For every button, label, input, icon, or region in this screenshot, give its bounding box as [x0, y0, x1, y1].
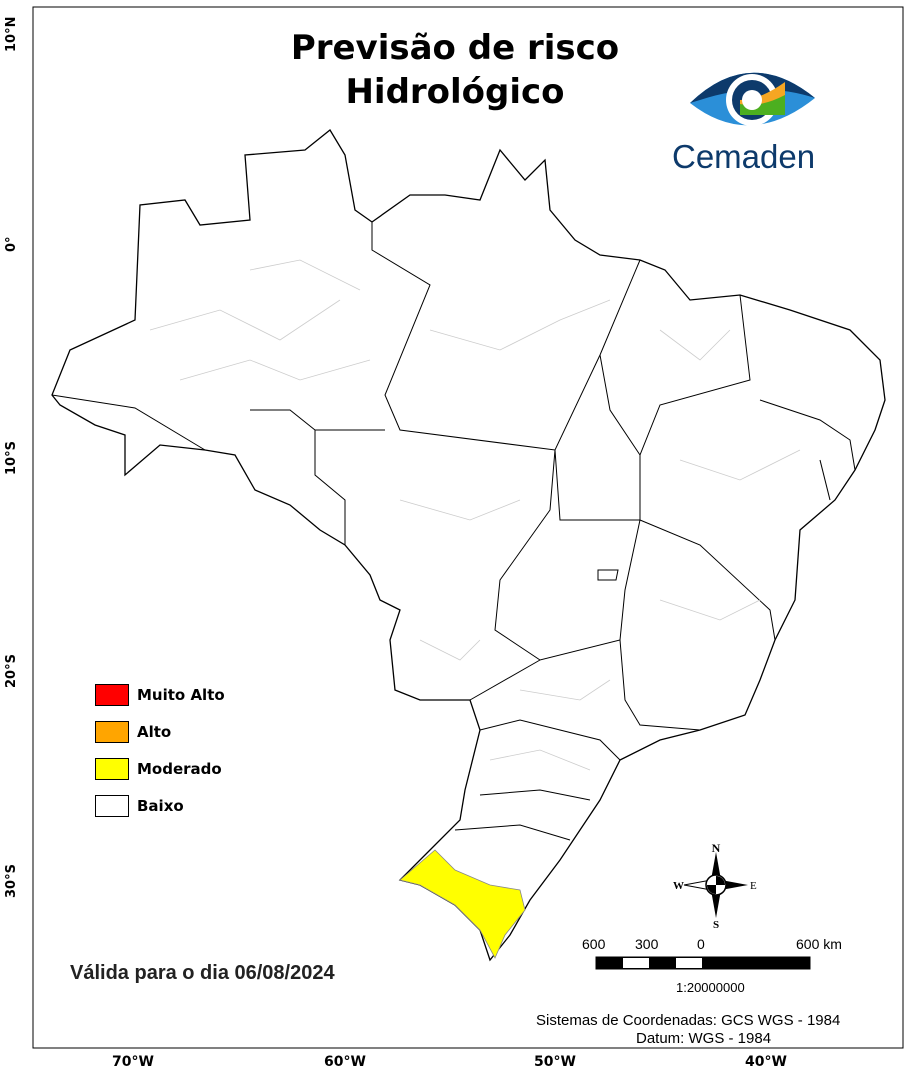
coordinate-system: Sistemas de Coordenadas: GCS WGS - 1984 — [536, 1012, 841, 1029]
legend-item-moderado: Moderado — [95, 757, 222, 781]
title-line-1: Previsão de risco — [290, 28, 620, 68]
legend-item-alto: Alto — [95, 720, 171, 744]
x-tick: 60°W — [324, 1054, 366, 1070]
scale-ratio: 1:20000000 — [676, 980, 745, 995]
x-tick: 70°W — [112, 1054, 154, 1070]
moderate-risk-region — [399, 849, 526, 959]
y-tick: 30°S — [4, 864, 19, 898]
legend-swatch — [95, 721, 129, 743]
compass-n: N — [712, 841, 721, 855]
legend-label: Moderado — [137, 760, 222, 778]
scale-label: 600 — [582, 936, 606, 952]
compass-rose-icon: N S E W — [673, 841, 757, 931]
compass-e: E — [750, 880, 757, 892]
x-tick: 40°W — [745, 1054, 787, 1070]
compass-w: W — [673, 880, 684, 892]
legend-swatch — [95, 684, 129, 706]
cemaden-logo-icon — [690, 72, 815, 126]
y-tick: 20°S — [4, 654, 19, 688]
y-tick: 0° — [4, 236, 19, 252]
title-line-2: Hidrológico — [345, 72, 565, 112]
legend-label: Alto — [137, 723, 172, 741]
scale-label: 600 km — [796, 936, 842, 952]
scale-bar — [595, 956, 811, 970]
compass-s: S — [713, 919, 719, 931]
legend-swatch — [95, 795, 129, 817]
scale-label: 0 — [697, 936, 705, 952]
state-borders — [51, 222, 856, 841]
brazil-outline — [51, 129, 886, 962]
legend-label: Muito Alto — [137, 686, 225, 704]
x-tick: 50°W — [534, 1054, 576, 1070]
valid-date-text: Válida para o dia 06/08/2024 — [70, 962, 335, 984]
scale-label: 300 — [635, 936, 659, 952]
y-tick: 10°S — [4, 441, 19, 475]
y-tick: 10°N — [4, 16, 19, 52]
legend-swatch — [95, 758, 129, 780]
datum: Datum: WGS - 1984 — [636, 1030, 772, 1047]
legend-item-muito-alto: Muito Alto — [95, 683, 225, 707]
municipal-borders — [149, 259, 801, 771]
legend-item-baixo: Baixo — [95, 794, 184, 818]
map-title: Previsão de risco Hidrológico — [250, 26, 660, 114]
logo-text: Cemaden — [672, 138, 816, 175]
legend-label: Baixo — [137, 797, 184, 815]
